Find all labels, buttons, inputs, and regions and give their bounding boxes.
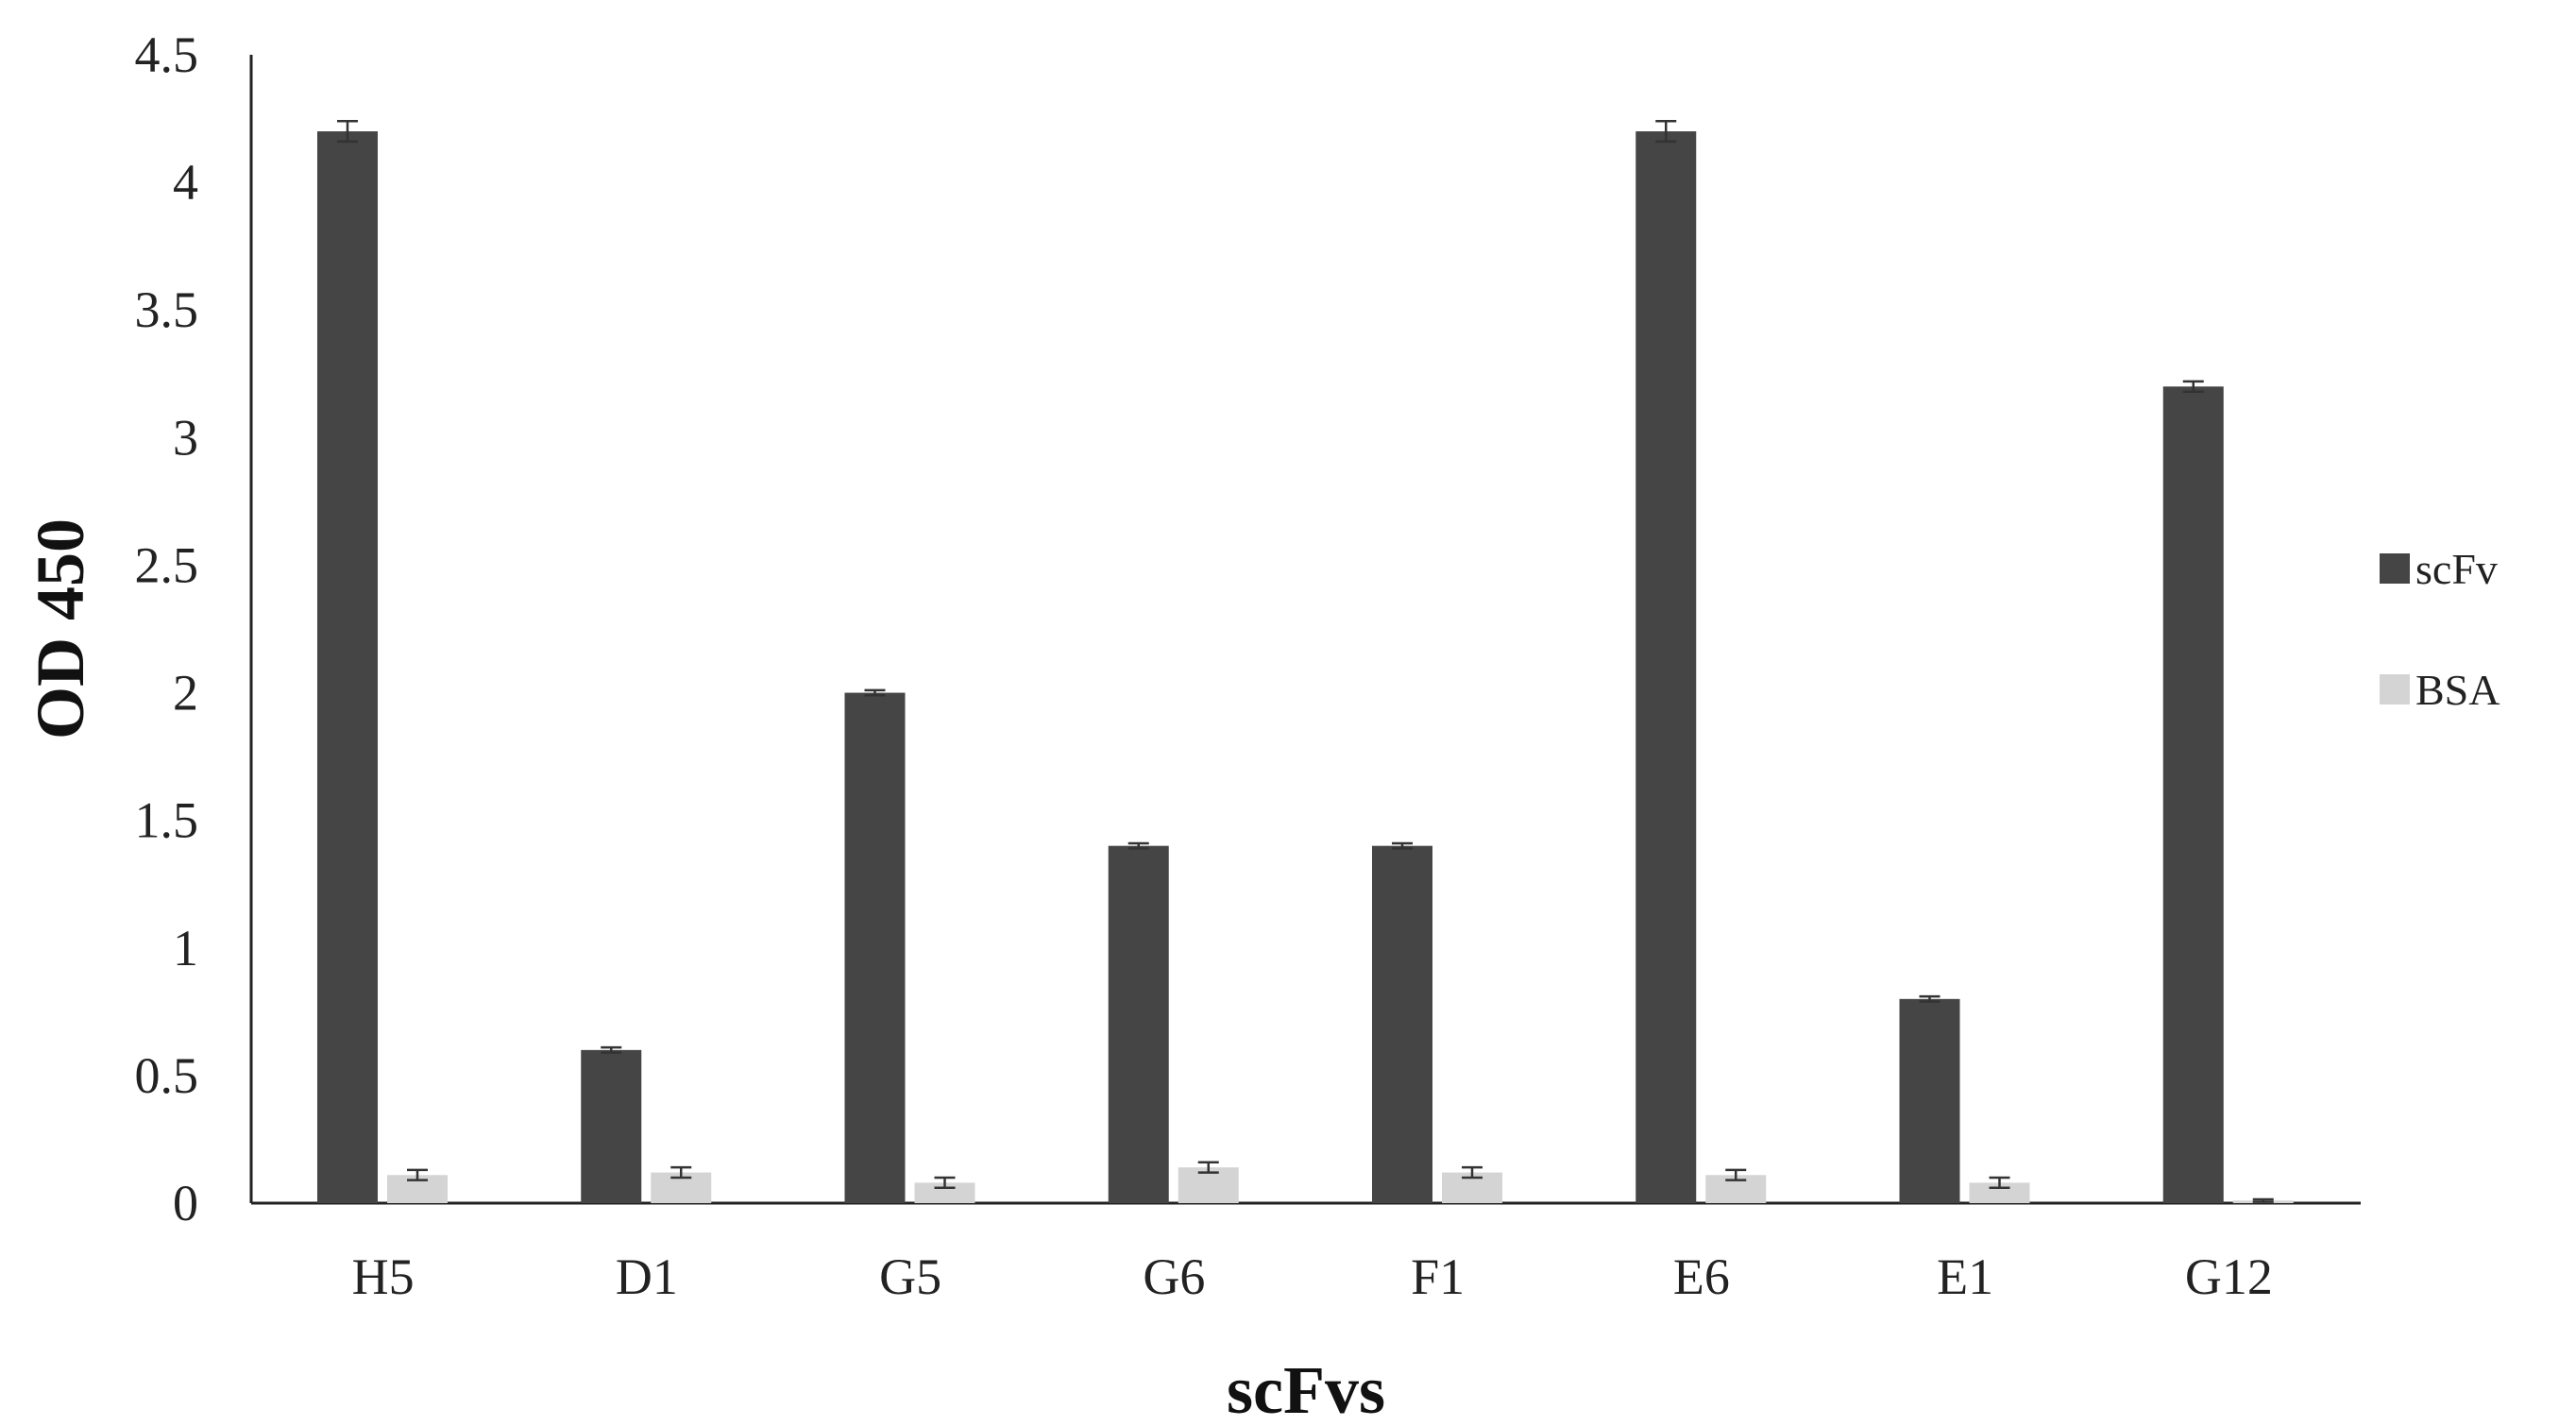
y-tick-label: 4.5 xyxy=(135,26,199,83)
legend-label: BSA xyxy=(2415,666,2500,714)
legend-item: scFv xyxy=(2380,545,2498,593)
axes xyxy=(249,55,2361,1205)
error-bar xyxy=(601,1045,622,1054)
error-bar xyxy=(1655,120,1677,144)
x-axis-title: scFvs xyxy=(1227,1352,1385,1426)
y-tick-label: 0.5 xyxy=(135,1047,199,1104)
bars xyxy=(317,120,2294,1204)
x-tick-label: E1 xyxy=(1937,1248,1993,1305)
y-tick-label: 0 xyxy=(173,1175,198,1231)
x-tick-label: F1 xyxy=(1411,1248,1465,1305)
x-tick-label: E6 xyxy=(1673,1248,1730,1305)
bar-group xyxy=(2162,380,2294,1203)
y-tick-label: 3 xyxy=(173,409,198,466)
x-tick-label: G5 xyxy=(879,1248,941,1305)
error-bar xyxy=(1725,1168,1747,1181)
legend-item: BSA xyxy=(2380,666,2500,714)
legend: scFv BSA xyxy=(2380,545,2500,714)
bar-group xyxy=(844,688,975,1203)
bar-group xyxy=(581,1045,712,1203)
x-tick-label: G12 xyxy=(2185,1248,2273,1305)
bar-group xyxy=(317,120,448,1204)
bar-scfv xyxy=(844,692,906,1203)
error-bar xyxy=(1919,994,1940,1003)
error-bar xyxy=(1392,841,1413,850)
bar-group xyxy=(1899,994,2030,1203)
x-tick-labels: H5 D1 G5 G6 F1 E6 E1 G12 xyxy=(352,1248,2273,1305)
bar-scfv xyxy=(1372,845,1432,1203)
bar-scfv xyxy=(1108,845,1169,1203)
error-bar xyxy=(1462,1165,1483,1180)
y-tick-label: 3.5 xyxy=(135,281,199,338)
error-bar xyxy=(864,688,886,697)
error-bar xyxy=(407,1168,428,1181)
x-tick-label: H5 xyxy=(352,1248,415,1305)
bar-bsa xyxy=(914,1182,975,1203)
error-bar xyxy=(1197,1161,1219,1174)
x-tick-label: D1 xyxy=(616,1248,678,1305)
legend-label: scFv xyxy=(2415,545,2498,593)
bar-group xyxy=(1372,841,1502,1203)
bar-scfv xyxy=(1635,131,1697,1204)
y-tick-label: 2 xyxy=(173,665,198,721)
bar-scfv xyxy=(317,131,378,1204)
bar-group xyxy=(1108,841,1239,1203)
y-tick-label: 1 xyxy=(173,920,198,976)
y-tick-label: 2.5 xyxy=(135,536,199,593)
error-bar xyxy=(2252,1197,2274,1203)
y-tick-label: 4 xyxy=(173,154,198,211)
y-tick-label: 1.5 xyxy=(135,792,199,849)
y-tick-labels: 0 0.5 1 1.5 2 2.5 3 3.5 4 4.5 xyxy=(135,26,199,1231)
error-bar xyxy=(934,1176,956,1190)
x-tick-label: G6 xyxy=(1143,1248,1205,1305)
error-bar xyxy=(337,120,358,144)
error-bar xyxy=(1127,841,1149,850)
error-bar xyxy=(670,1165,692,1180)
bar-scfv xyxy=(1899,998,1960,1203)
y-axis-title: OD 450 xyxy=(23,518,98,739)
legend-swatch xyxy=(2380,674,2410,705)
bar-group xyxy=(1635,120,1767,1204)
bar-bsa xyxy=(1969,1182,2030,1203)
error-bar xyxy=(1989,1176,2010,1190)
bar-scfv xyxy=(581,1049,642,1203)
bar-scfv xyxy=(2162,386,2224,1203)
legend-swatch xyxy=(2380,553,2410,584)
error-bar xyxy=(2182,380,2204,393)
